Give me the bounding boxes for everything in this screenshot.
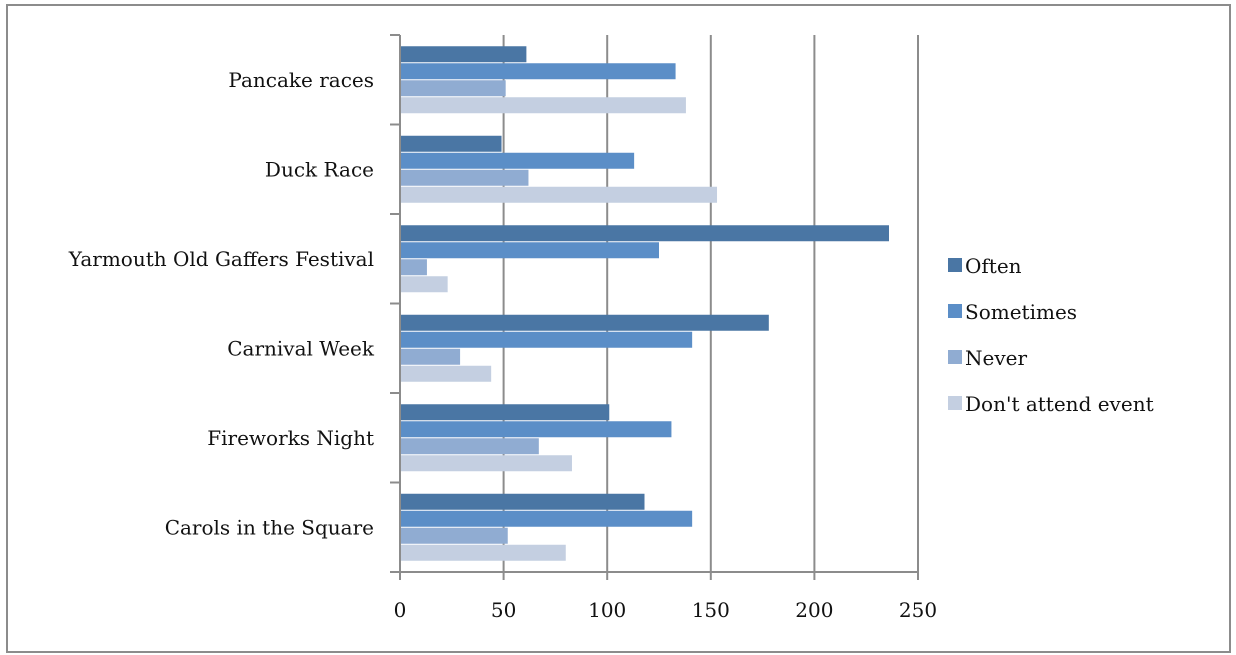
bar-don-t-attend-event-3 xyxy=(401,365,492,382)
legend-swatch xyxy=(948,258,962,272)
bar-don-t-attend-event-5 xyxy=(401,544,566,561)
x-tick-label: 200 xyxy=(795,598,833,622)
category-label: Carnival Week xyxy=(227,336,375,360)
x-tick-label: 150 xyxy=(692,598,730,622)
bar-never-5 xyxy=(401,527,508,544)
bar-often-2 xyxy=(401,225,889,242)
legend-label: Don't attend event xyxy=(965,392,1154,416)
category-label: Pancake races xyxy=(228,68,374,92)
bar-often-0 xyxy=(401,46,527,63)
axes xyxy=(390,34,919,580)
bar-sometimes-2 xyxy=(401,242,659,259)
x-tick-label: 0 xyxy=(394,598,407,622)
gridlines xyxy=(502,35,919,572)
legend-label: Sometimes xyxy=(965,300,1077,324)
bars xyxy=(401,46,889,561)
category-label: Carols in the Square xyxy=(165,515,374,539)
bar-often-5 xyxy=(401,493,645,510)
legend-swatch xyxy=(948,350,962,364)
bar-never-4 xyxy=(401,438,539,455)
bar-often-4 xyxy=(401,404,610,421)
bar-don-t-attend-event-4 xyxy=(401,455,572,472)
legend-swatch xyxy=(948,396,962,410)
bar-don-t-attend-event-0 xyxy=(401,97,686,114)
bar-never-2 xyxy=(401,259,427,276)
bar-never-3 xyxy=(401,348,461,365)
legend: Often Sometimes Never Don't attend event xyxy=(948,254,1154,416)
bar-never-1 xyxy=(401,169,529,186)
bar-often-3 xyxy=(401,314,769,331)
category-label: Duck Race xyxy=(265,157,374,181)
legend-label: Often xyxy=(965,254,1022,278)
bar-don-t-attend-event-2 xyxy=(401,276,448,293)
bar-sometimes-0 xyxy=(401,63,676,80)
x-tick-label: 250 xyxy=(899,598,937,622)
legend-label: Never xyxy=(965,346,1027,370)
bar-sometimes-1 xyxy=(401,152,635,169)
bar-never-0 xyxy=(401,80,506,97)
bar-often-1 xyxy=(401,135,502,152)
x-tick-label: 50 xyxy=(491,598,516,622)
bar-sometimes-3 xyxy=(401,331,693,348)
x-tick-label: 100 xyxy=(588,598,626,622)
legend-swatch xyxy=(948,304,962,318)
bar-don-t-attend-event-1 xyxy=(401,186,718,203)
bar-sometimes-5 xyxy=(401,510,693,527)
bar-sometimes-4 xyxy=(401,421,672,438)
category-label: Fireworks Night xyxy=(207,426,374,450)
labels: Pancake races Duck Race Yarmouth Old Gaffe… xyxy=(68,68,937,622)
category-label: Yarmouth Old Gaffers Festival xyxy=(68,247,374,271)
